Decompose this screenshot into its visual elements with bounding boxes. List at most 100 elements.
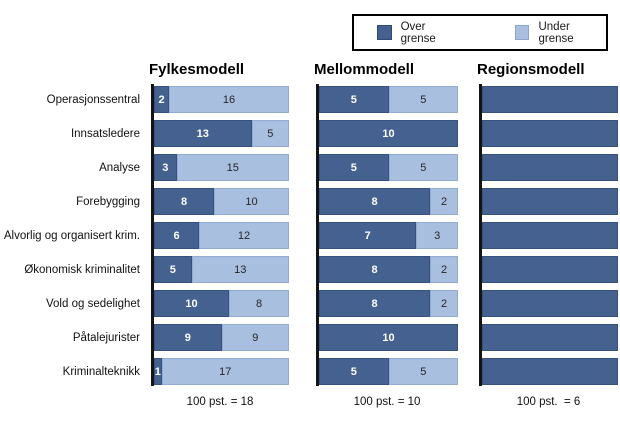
bar-segment-under: 2 [430,290,458,317]
value-label: 13 [196,127,209,140]
legend-item-under-grense: Under grense [514,20,606,45]
under-grense-swatch-icon [514,25,530,40]
bar-segment-over: 3 [154,154,177,181]
bar-row: 8 10 [154,188,289,215]
value-label: 13 [234,263,247,276]
value-label: 5 [350,93,357,106]
value-label: 15 [226,161,239,174]
legend-item-over-grense: Over grense [377,21,462,45]
bar-segment-over: 10 [319,324,458,351]
total-label: 100 pst. = 18 [186,396,254,408]
bar-segment-under: 2 [430,256,458,283]
panel-fylkesmodell: 2 16 13 5 3 15 8 10 6 12 5 13 10 8 9 9 1 17 [151,84,289,386]
value-label: 2 [441,195,448,208]
bar-segment-under: 15 [176,154,289,181]
value-label: 8 [371,195,378,208]
bar-segment-over: 7 [319,222,417,249]
bar-segment-over [482,358,618,385]
value-label: 3 [434,229,441,242]
category-label: Påtalejurister [72,331,140,344]
value-label: 12 [237,229,251,242]
bar-segment-under: 17 [161,358,289,385]
bar-row [482,188,618,215]
value-label: 2 [441,263,448,276]
bar-segment-under: 10 [214,188,289,215]
bar-segment-over: 10 [319,120,458,147]
bar-segment-over [482,324,618,351]
value-label: 2 [441,297,448,310]
total-label: 100 pst. = 6 [516,396,581,408]
value-label: 9 [184,331,191,344]
bar-row [482,154,618,181]
bar-row: 5 13 [154,256,289,283]
bar-row: 1 17 [154,358,289,385]
bar-row: 10 [319,324,458,351]
bar-row: 13 5 [154,120,289,147]
category-label: Økonomisk kriminalitet [24,263,140,276]
bar-segment-under: 13 [191,256,289,283]
bar-row: 10 8 [154,290,289,317]
value-label: 5 [350,365,357,378]
category-label: Operasjonssentral [46,93,140,106]
value-label: 5 [420,161,427,174]
bar-row: 6 12 [154,222,289,249]
value-label: 9 [252,331,259,344]
value-label: 5 [420,93,427,106]
value-label: 10 [382,331,395,344]
legend: Over grense Under grense [352,14,608,51]
panel-title-fylkesmodell: Fylkesmodell [149,61,245,78]
value-label: 5 [350,161,357,174]
value-label: 10 [185,297,198,310]
value-label: 1 [154,365,161,378]
bar-segment-over [482,188,618,215]
bar-segment-over: 6 [154,222,199,249]
value-label: 6 [173,229,180,242]
bar-row [482,120,618,147]
bar-segment-over [482,154,618,181]
bar-segment-over [482,86,618,113]
legend-label-under-grense: Under grense [538,20,574,45]
value-label: 5 [420,365,427,378]
bar-segment-over: 5 [319,86,389,113]
category-label: Vold og sedelighet [46,297,140,310]
bar-row [482,324,618,351]
bar-row [482,86,618,113]
bar-segment-under: 9 [221,324,289,351]
category-label: Forebygging [76,195,140,208]
category-label: Innsatsledere [70,127,140,140]
bar-segment-over [482,120,618,147]
bar-segment-over: 1 [154,358,162,385]
category-label: Alvorlig og organisert krim. [3,229,140,242]
bar-segment-over: 8 [319,256,431,283]
bar-row [482,222,618,249]
panel-title-regionsmodell: Regionsmodell [477,61,585,78]
bar-segment-over: 8 [319,188,431,215]
panel-mellommodell: 5 5 10 5 5 8 2 7 3 8 2 8 2 10 5 5 [316,84,458,386]
bar-segment-under: 16 [169,86,289,113]
bar-segment-under: 5 [251,120,289,147]
bar-segment-under: 5 [388,154,458,181]
value-label: 16 [222,93,236,106]
bar-segment-under: 5 [388,86,458,113]
bar-segment-over: 8 [154,188,214,215]
value-label: 8 [371,297,378,310]
bar-segment-over: 5 [319,358,389,385]
bar-segment-over [482,222,618,249]
value-label: 2 [158,93,165,106]
bar-segment-under: 5 [388,358,458,385]
panel-regionsmodell [479,84,618,386]
bar-segment-under: 12 [199,222,289,249]
bar-row [482,256,618,283]
bar-segment-over: 2 [154,86,169,113]
value-label: 8 [180,195,188,208]
panel-title-mellommodell: Mellommodell [314,61,415,78]
value-label: 8 [371,263,378,276]
